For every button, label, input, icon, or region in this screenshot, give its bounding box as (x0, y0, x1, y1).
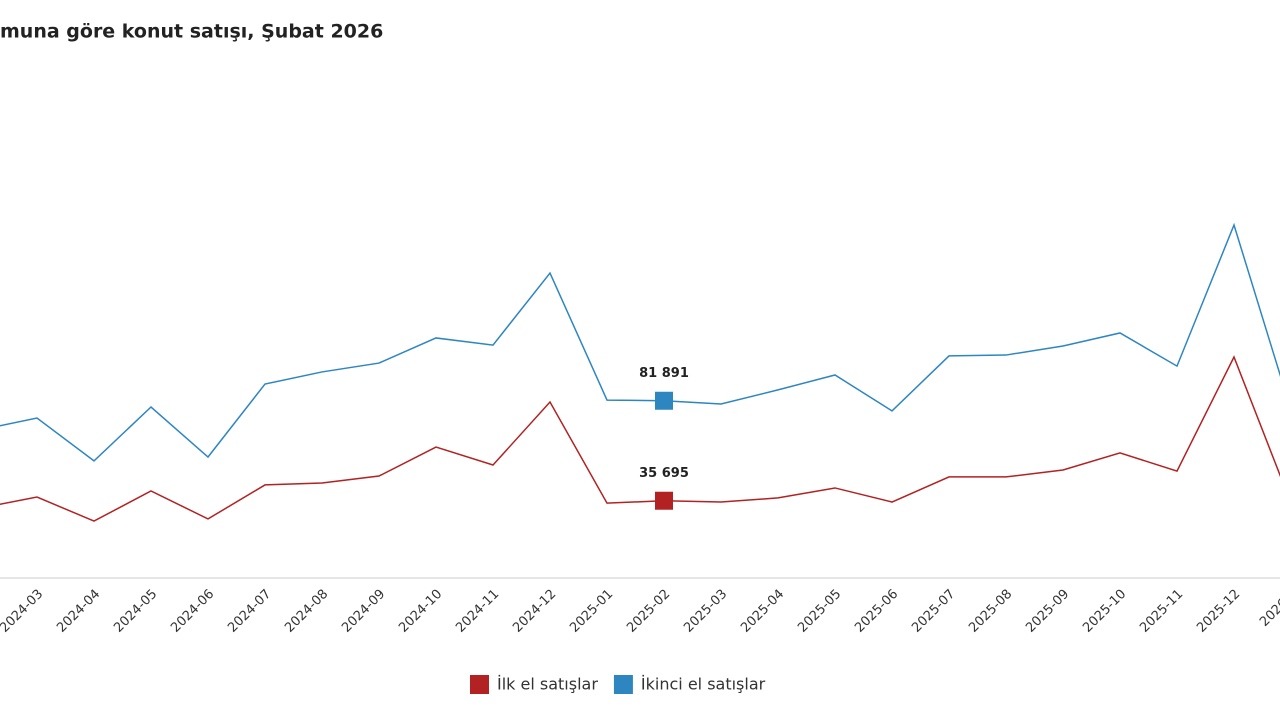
x-tick-label: 2024-06 (168, 587, 217, 636)
x-tick-label: 2026-0 (1257, 587, 1280, 630)
x-tick-label: 2025-10 (1080, 587, 1129, 636)
x-tick-label: 2025-02 (624, 587, 673, 636)
chart-title: muna göre konut satışı, Şubat 2026 (0, 21, 383, 43)
x-tick-label: 2025-09 (1023, 587, 1072, 636)
x-tick-label: 2024-09 (339, 587, 388, 636)
legend-swatch (613, 675, 633, 694)
x-tick-label: 2024-04 (54, 587, 103, 636)
x-tick-label: 2025-08 (966, 587, 1015, 636)
x-tick-label: 2024-12 (510, 587, 559, 636)
x-tick-label: 2025-01 (567, 587, 616, 636)
x-tick-label: 2025-05 (795, 587, 844, 636)
x-tick-label: 2024-03 (0, 587, 46, 636)
legend-swatch (470, 675, 489, 694)
x-tick-label: 2024-08 (282, 587, 331, 636)
x-tick-label: 2024-11 (453, 587, 502, 636)
x-tick-label: 2025-07 (909, 587, 958, 636)
legend-label: İlk el satışlar (497, 675, 598, 694)
data-label: 35 695 (639, 466, 689, 481)
data-label: 81 891 (639, 366, 689, 381)
x-tick-label: 2025-11 (1137, 587, 1186, 636)
x-tick-label: 2025-06 (852, 587, 901, 636)
x-tick-label: 2025-03 (681, 587, 730, 636)
x-tick-label: 2024-10 (396, 587, 445, 636)
x-tick-label: 2025-12 (1194, 587, 1243, 636)
series-line (0, 222, 1280, 462)
highlight-marker (655, 391, 673, 410)
x-tick-label: 2024-07 (225, 587, 274, 636)
x-tick-label: 2024-05 (111, 587, 160, 636)
series-line (0, 355, 1280, 522)
highlight-marker (655, 491, 673, 510)
x-tick-label: 2025-04 (738, 587, 787, 636)
legend-label: İkinci el satışlar (641, 675, 766, 694)
